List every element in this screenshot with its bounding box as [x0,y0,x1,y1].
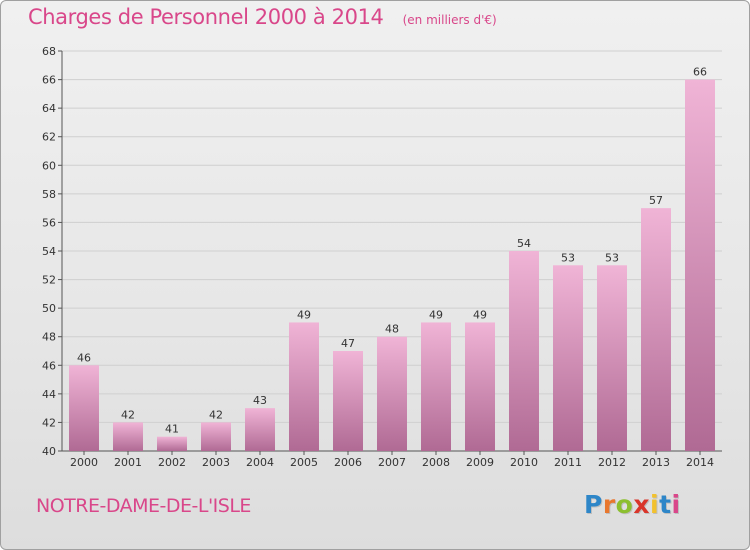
labels: 40 42 44 46 48 50 52 54 56 58 60 62 64 66 68 46 2000 42 20… [42,45,714,469]
logo-letter: o [615,490,634,519]
bar-value-label: 42 [209,408,223,421]
bar-value-label: 42 [121,408,135,421]
y-tick-label: 40 [42,445,56,458]
bar-value-label: 46 [77,351,91,364]
bar [597,265,627,451]
logo-letter: i [671,490,681,519]
x-tick-label: 2009 [466,456,494,469]
logo-letter: x [633,490,650,519]
y-tick-label: 44 [42,388,56,401]
y-tick-label: 68 [42,45,56,58]
y-tick-label: 58 [42,188,56,201]
bar [333,351,363,451]
logo-letter: t [659,490,672,519]
bar-value-label: 53 [561,251,575,264]
y-tick-label: 66 [42,74,56,87]
bar [685,79,715,452]
y-tick-label: 50 [42,302,56,315]
bar-value-label: 53 [605,251,619,264]
bar-value-label: 48 [385,323,399,336]
bar [641,208,671,451]
bar [289,322,319,451]
bar [201,422,231,451]
bar [421,322,451,451]
x-tick-label: 2006 [334,456,362,469]
bar [69,365,99,451]
bars [69,79,715,452]
y-tick-label: 64 [42,102,56,115]
bar [157,436,187,451]
chart-subtitle: (en milliers d'€) [402,13,497,27]
x-tick-label: 2011 [554,456,582,469]
x-tick-label: 2008 [422,456,450,469]
chart-title: Charges de Personnel 2000 à 2014 [28,5,384,29]
x-tick-label: 2003 [202,456,230,469]
y-tick-label: 52 [42,274,56,287]
logo-letter: i [650,490,660,519]
bar [465,322,495,451]
x-tick-label: 2000 [70,456,98,469]
bar-value-label: 49 [473,308,487,321]
bar [509,251,539,451]
x-tick-label: 2007 [378,456,406,469]
bar-value-label: 41 [165,423,179,436]
y-tick-label: 60 [42,159,56,172]
x-tick-label: 2010 [510,456,538,469]
bar [553,265,583,451]
x-tick-label: 2012 [598,456,626,469]
x-tick-label: 2004 [246,456,274,469]
y-tick-label: 62 [42,131,56,144]
proxiti-logo: Proxiti [584,490,681,519]
bar-value-label: 49 [297,308,311,321]
y-tick-label: 56 [42,216,56,229]
y-tick-label: 42 [42,416,56,429]
x-tick-label: 2013 [642,456,670,469]
x-tick-label: 2001 [114,456,142,469]
commune-name: NOTRE-DAME-DE-L'ISLE [36,495,251,517]
x-tick-label: 2014 [686,456,714,469]
x-tick-label: 2005 [290,456,318,469]
bar [113,422,143,451]
logo-letter: P [584,490,603,519]
bar-value-label: 57 [649,194,663,207]
bar-value-label: 49 [429,308,443,321]
x-tick-label: 2002 [158,456,186,469]
bar-value-label: 47 [341,337,355,350]
bar [377,336,407,451]
y-tick-label: 54 [42,245,56,258]
y-tick-label: 48 [42,331,56,344]
title-row: Charges de Personnel 2000 à 2014 (en mil… [28,5,497,29]
logo-letter: r [602,490,616,519]
bar [245,408,275,451]
bar-value-label: 54 [517,237,531,250]
bar-value-label: 43 [253,394,267,407]
bar-value-label: 66 [693,66,707,79]
y-tick-label: 46 [42,359,56,372]
